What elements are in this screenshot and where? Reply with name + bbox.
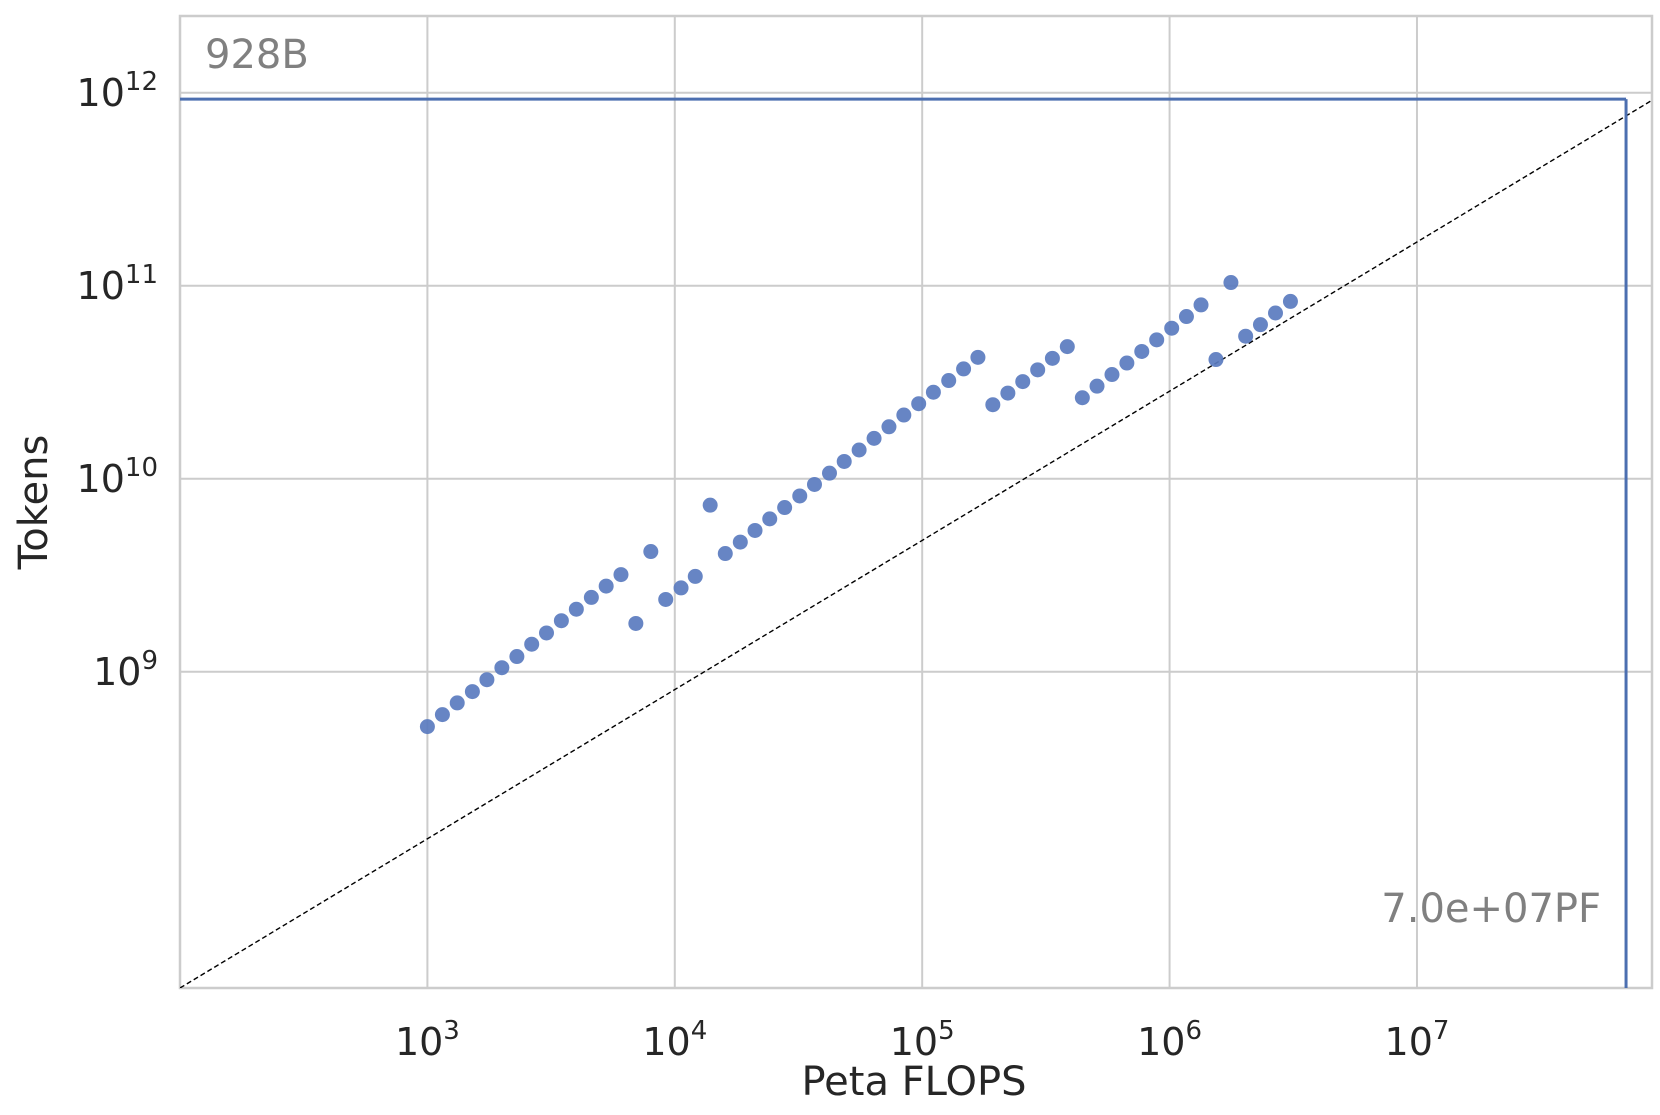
x-tick-exponent: 6 xyxy=(1185,1016,1202,1046)
data-point xyxy=(762,511,778,527)
y-tick-base: 10 xyxy=(93,650,141,694)
data-point xyxy=(1252,317,1268,333)
y-tick-label: 1011 xyxy=(77,260,158,308)
data-point xyxy=(1044,350,1060,366)
data-point xyxy=(598,578,614,594)
plot-frame xyxy=(178,14,1654,990)
data-point xyxy=(553,613,569,629)
data-point xyxy=(1267,305,1283,321)
data-point xyxy=(1074,390,1090,406)
data-point xyxy=(1178,309,1194,325)
y-tick-exponent: 11 xyxy=(125,260,158,290)
data-point xyxy=(881,419,897,435)
y-tick-exponent: 12 xyxy=(125,67,158,97)
data-point xyxy=(479,672,495,688)
data-point xyxy=(419,719,435,735)
data-point xyxy=(732,534,748,550)
data-point xyxy=(568,601,584,617)
x-tick-base: 10 xyxy=(395,1020,443,1064)
data-point xyxy=(792,488,808,504)
data-point xyxy=(628,615,644,631)
data-point xyxy=(836,453,852,469)
fit-line xyxy=(180,99,1652,988)
plot-content xyxy=(180,97,1652,988)
data-point xyxy=(1104,367,1120,383)
data-point xyxy=(434,707,450,723)
data-point xyxy=(643,544,659,560)
x-tick-exponent: 4 xyxy=(691,1016,708,1046)
annotation-bottom-right: 7.0e+07PF xyxy=(1381,886,1601,932)
x-tick-exponent: 7 xyxy=(1433,1016,1450,1046)
x-tick-label: 103 xyxy=(395,1016,460,1064)
data-point xyxy=(524,636,540,652)
data-point xyxy=(509,649,525,665)
data-point xyxy=(896,407,912,423)
data-point xyxy=(851,442,867,458)
data-point xyxy=(1149,332,1165,348)
y-tick-exponent: 9 xyxy=(141,646,158,676)
data-point xyxy=(1119,355,1135,371)
data-point xyxy=(1282,293,1298,309)
x-tick-base: 10 xyxy=(890,1020,938,1064)
x-axis-label: Peta FLOPS xyxy=(801,1059,1026,1105)
data-point xyxy=(956,361,972,377)
y-tick-base: 10 xyxy=(77,71,125,115)
x-tick-label: 105 xyxy=(890,1016,955,1064)
x-tick-base: 10 xyxy=(1137,1020,1185,1064)
y-tick-label: 109 xyxy=(93,646,158,694)
annotation-top-left: 928B xyxy=(205,32,309,78)
data-point xyxy=(687,568,703,584)
data-point xyxy=(1223,275,1239,291)
data-point xyxy=(1000,385,1016,401)
y-tick-base: 10 xyxy=(77,264,125,308)
data-point xyxy=(821,465,837,481)
data-point xyxy=(658,591,674,607)
grid-lines xyxy=(180,16,1652,988)
data-points xyxy=(419,275,1298,735)
data-point xyxy=(449,695,465,711)
data-point xyxy=(941,373,957,389)
data-point xyxy=(1208,352,1224,368)
data-point xyxy=(806,476,822,492)
y-axis-label: Tokens xyxy=(11,435,57,571)
x-tick-base: 10 xyxy=(642,1020,690,1064)
x-tick-labels: 103 104 105 106 107 xyxy=(395,1016,1449,1064)
data-point xyxy=(494,660,510,676)
data-point xyxy=(747,522,763,538)
data-point xyxy=(1089,378,1105,394)
data-point xyxy=(717,546,733,562)
y-tick-exponent: 10 xyxy=(125,453,158,483)
y-tick-label: 1010 xyxy=(77,453,158,501)
data-point xyxy=(911,396,927,412)
data-point xyxy=(1059,339,1075,355)
data-point xyxy=(925,384,941,400)
x-tick-exponent: 3 xyxy=(443,1016,460,1046)
data-point xyxy=(673,580,689,596)
data-point xyxy=(1238,328,1254,344)
data-point xyxy=(1030,362,1046,378)
data-point xyxy=(866,430,882,446)
x-tick-exponent: 5 xyxy=(938,1016,955,1046)
y-tick-base: 10 xyxy=(77,457,125,501)
plot-area-background xyxy=(180,16,1652,988)
data-point xyxy=(539,625,555,641)
data-point xyxy=(1193,297,1209,313)
data-point xyxy=(613,567,629,583)
data-point xyxy=(702,497,718,513)
x-tick-label: 107 xyxy=(1385,1016,1450,1064)
y-tick-label: 1012 xyxy=(77,67,158,115)
data-point xyxy=(464,684,480,700)
x-tick-label: 106 xyxy=(1137,1016,1202,1064)
data-point xyxy=(777,500,793,516)
data-point xyxy=(583,589,599,605)
data-point xyxy=(985,397,1001,413)
x-tick-base: 10 xyxy=(1385,1020,1433,1064)
data-point xyxy=(1134,343,1150,359)
x-tick-label: 104 xyxy=(642,1016,707,1064)
data-point xyxy=(970,349,986,365)
data-point xyxy=(1164,320,1180,336)
data-point xyxy=(1015,374,1031,390)
